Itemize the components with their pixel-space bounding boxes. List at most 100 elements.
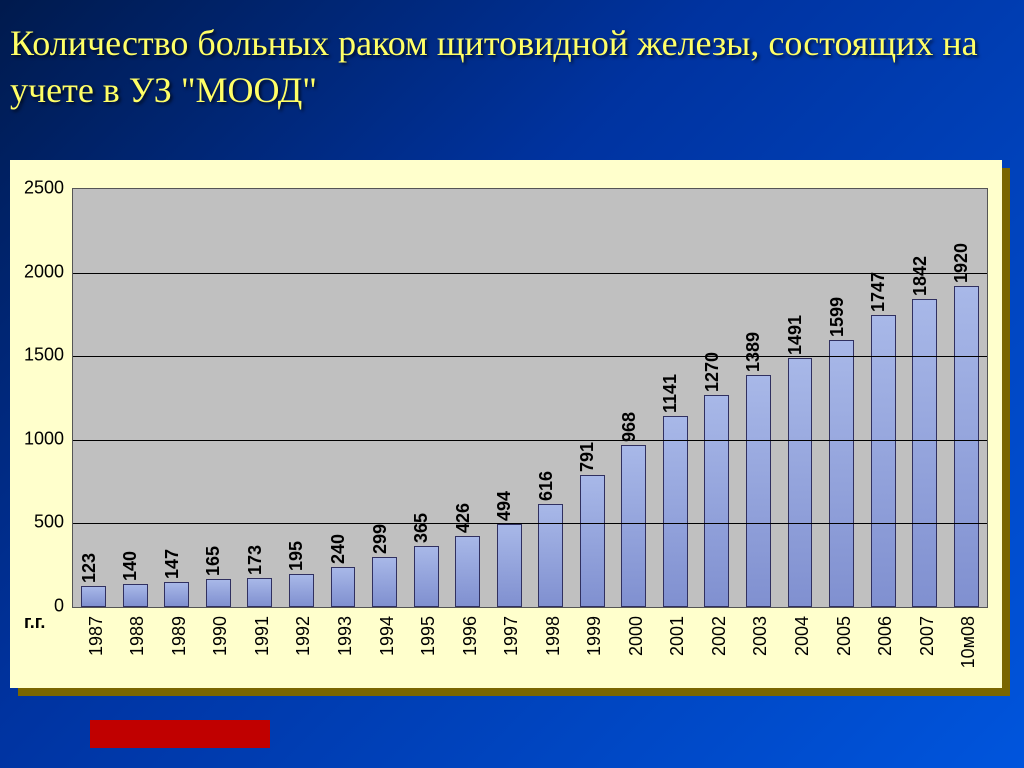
x-tick-label: 2006 — [875, 616, 896, 656]
bar-slot: 1920 — [945, 189, 987, 607]
chart-panel: г.г. 123 140 147 165 173 195 240 299 365 426 494 61… — [10, 160, 1002, 688]
y-tick-label: 0 — [54, 596, 64, 617]
x-tick-label: 2000 — [626, 616, 647, 656]
bar-slot: 173 — [239, 189, 281, 607]
y-tick-label: 500 — [34, 512, 64, 533]
bar-slot: 240 — [322, 189, 364, 607]
x-tick-label: 2002 — [709, 616, 730, 656]
slide: Количество больных раком щитовидной желе… — [0, 0, 1024, 768]
bar-value-label: 173 — [245, 545, 266, 575]
x-tick-label: 1999 — [584, 616, 605, 656]
bar: 791 — [580, 475, 605, 607]
y-tick-label: 2000 — [24, 261, 64, 282]
gridline — [73, 273, 987, 274]
bar-value-label: 426 — [453, 503, 474, 533]
bar-value-label: 299 — [370, 524, 391, 554]
bar-value-label: 195 — [286, 541, 307, 571]
x-tick-label: 1987 — [86, 616, 107, 656]
bar-slot: 1842 — [904, 189, 946, 607]
x-tick-label: 1993 — [335, 616, 356, 656]
bar: 1747 — [871, 315, 896, 607]
bar: 494 — [497, 524, 522, 607]
x-tick-label: 1991 — [252, 616, 273, 656]
bar-value-label: 791 — [577, 442, 598, 472]
x-tick-label: 1989 — [169, 616, 190, 656]
bar-value-label: 1747 — [868, 272, 889, 312]
y-tick-label: 2500 — [24, 178, 64, 199]
plot-area: 123 140 147 165 173 195 240 299 365 426 494 616 791 9… — [72, 188, 988, 608]
bar-value-label: 147 — [162, 549, 183, 579]
bar-value-label: 240 — [328, 534, 349, 564]
bars-container: 123 140 147 165 173 195 240 299 365 426 494 616 791 9… — [73, 189, 987, 607]
x-tick-label: 1988 — [127, 616, 148, 656]
bar-value-label: 1141 — [660, 374, 681, 413]
bar-slot: 1747 — [862, 189, 904, 607]
bar-slot: 791 — [572, 189, 614, 607]
x-tick-label: 1996 — [460, 616, 481, 656]
x-tick-label: 2005 — [834, 616, 855, 656]
bar-value-label: 1599 — [827, 297, 848, 337]
bar-value-label: 1491 — [785, 315, 806, 355]
bar-value-label: 365 — [411, 513, 432, 543]
bar: 1599 — [829, 340, 854, 607]
bar-slot: 123 — [73, 189, 115, 607]
bar-slot: 299 — [364, 189, 406, 607]
bar: 140 — [123, 584, 148, 607]
bar: 123 — [81, 586, 106, 607]
bar: 968 — [621, 445, 646, 607]
y-tick-label: 1500 — [24, 345, 64, 366]
bar-slot: 1141 — [655, 189, 697, 607]
bar-value-label: 1270 — [702, 352, 723, 392]
bar-slot: 147 — [156, 189, 198, 607]
bar: 165 — [206, 579, 231, 607]
bar-slot: 1599 — [821, 189, 863, 607]
bar-value-label: 123 — [79, 553, 100, 583]
x-tick-label: 1992 — [293, 616, 314, 656]
bar-slot: 426 — [447, 189, 489, 607]
bar: 1842 — [912, 299, 937, 607]
bar-value-label: 165 — [203, 546, 224, 576]
x-tick-label: 2003 — [750, 616, 771, 656]
bar-value-label: 140 — [120, 551, 141, 581]
bar: 1491 — [788, 358, 813, 607]
bar-slot: 1491 — [779, 189, 821, 607]
bar: 1270 — [704, 395, 729, 607]
bar: 299 — [372, 557, 397, 607]
bar: 195 — [289, 574, 314, 607]
bar-slot: 616 — [530, 189, 572, 607]
x-tick-label: 1995 — [418, 616, 439, 656]
bar: 147 — [164, 582, 189, 607]
x-tick-label: 2004 — [792, 616, 813, 656]
bar-value-label: 1842 — [910, 256, 931, 296]
x-axis-suffix: г.г. — [24, 612, 45, 633]
gridline — [73, 523, 987, 524]
bar: 426 — [455, 536, 480, 607]
x-tick-label: 1998 — [543, 616, 564, 656]
bar-slot: 195 — [281, 189, 323, 607]
x-tick-label: 1997 — [501, 616, 522, 656]
x-tick-label: 1990 — [210, 616, 231, 656]
gridline — [73, 440, 987, 441]
bar-value-label: 968 — [619, 412, 640, 442]
gridline — [73, 356, 987, 357]
bar: 173 — [247, 578, 272, 607]
bar-slot: 365 — [405, 189, 447, 607]
bar-value-label: 616 — [536, 471, 557, 501]
x-tick-label: 1994 — [377, 616, 398, 656]
x-tick-label: 2001 — [667, 616, 688, 656]
bar-value-label: 1920 — [951, 243, 972, 283]
bar: 240 — [331, 567, 356, 607]
accent-bar — [90, 720, 270, 748]
bar: 365 — [414, 546, 439, 607]
bar: 1389 — [746, 375, 771, 607]
x-tick-label: 10м08 — [958, 616, 979, 668]
y-tick-label: 1000 — [24, 428, 64, 449]
bar-slot: 494 — [488, 189, 530, 607]
x-tick-label: 2007 — [917, 616, 938, 656]
bar-slot: 140 — [115, 189, 157, 607]
bar-slot: 165 — [198, 189, 240, 607]
bar: 1141 — [663, 416, 688, 607]
bar-value-label: 1389 — [743, 332, 764, 372]
bar: 1920 — [954, 286, 979, 607]
bar: 616 — [538, 504, 563, 607]
